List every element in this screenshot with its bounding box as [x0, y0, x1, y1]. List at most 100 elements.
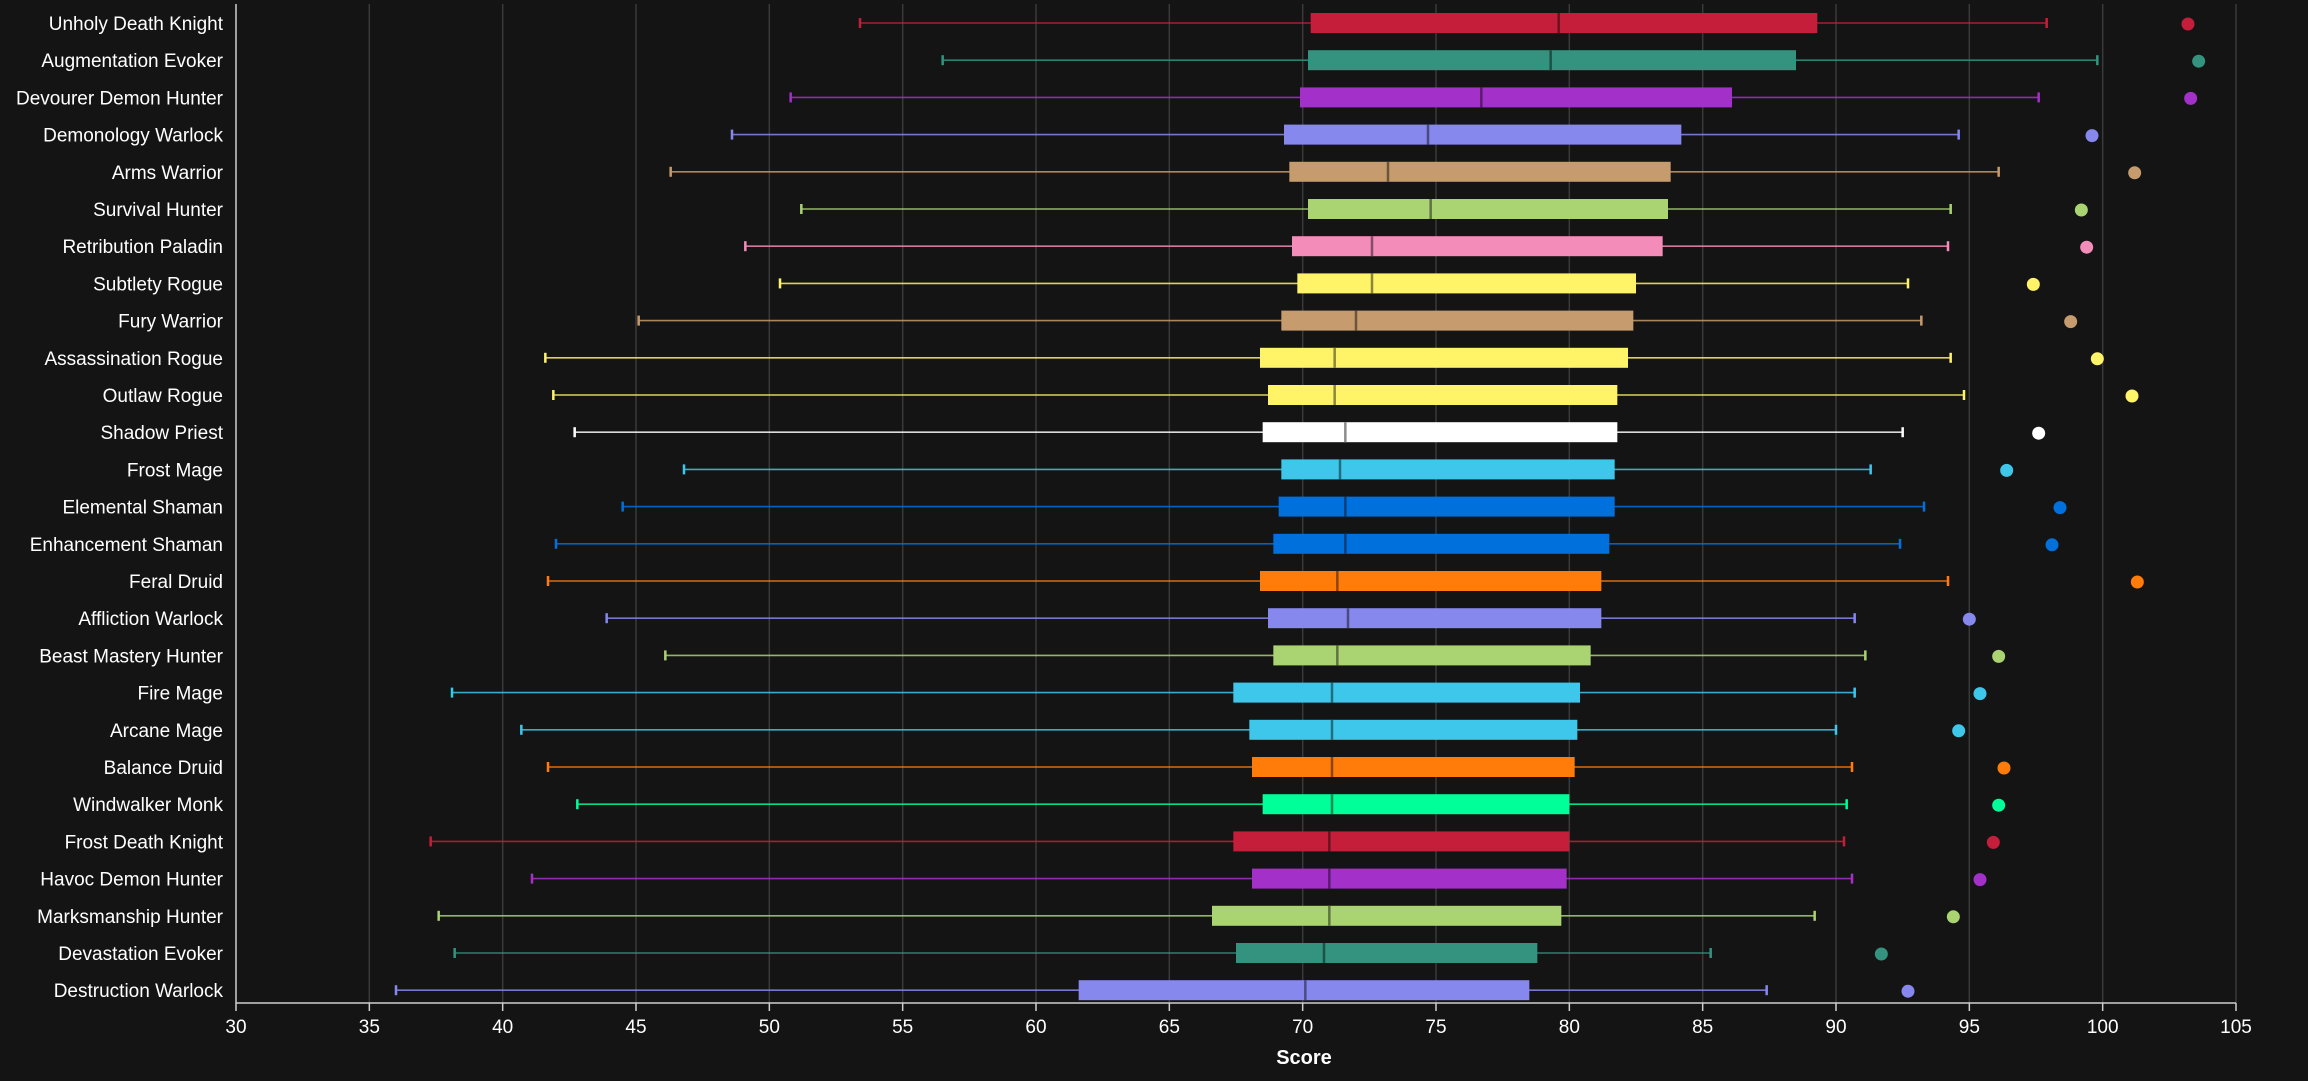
box — [1281, 310, 1634, 331]
box — [1308, 199, 1668, 219]
x-tick-label: 95 — [1959, 1017, 1980, 1038]
outlier-point — [2032, 426, 2046, 440]
box-row — [429, 831, 2000, 852]
outlier-point — [2085, 129, 2099, 143]
plot-area — [394, 13, 2206, 1001]
box-row — [637, 310, 2078, 331]
category-label: Demonology Warlock — [43, 126, 223, 147]
box-row — [546, 571, 2144, 591]
category-label: Outlaw Rogue — [103, 386, 223, 407]
box-row — [544, 347, 2104, 368]
category-label: Windwalker Monk — [73, 795, 223, 816]
outlier-point — [1973, 873, 1987, 887]
box — [1308, 50, 1796, 71]
box — [1260, 347, 1628, 368]
category-label: Arms Warrior — [112, 163, 224, 184]
box — [1262, 794, 1570, 815]
box-row — [941, 50, 2206, 71]
outlier-point — [1874, 947, 1888, 961]
category-label: Retribution Paladin — [62, 237, 223, 258]
category-label: Fury Warrior — [118, 312, 224, 333]
category-label: Survival Hunter — [93, 200, 224, 221]
box — [1292, 236, 1663, 257]
category-label: Beast Mastery Hunter — [39, 646, 223, 667]
x-tick-label: 100 — [2087, 1017, 2119, 1038]
grid — [368, 4, 2237, 1003]
box-row — [858, 13, 2195, 33]
x-axis: 30 35 40 45 50 55 60 65 70 75 80 85 90 95 100 105 — [225, 4, 2252, 1038]
box — [1284, 124, 1682, 145]
outlier-point — [2080, 240, 2094, 254]
x-tick-label: 80 — [1559, 1017, 1580, 1038]
category-label: Devastation Evoker — [58, 944, 223, 965]
outlier-point — [2074, 203, 2088, 217]
outlier-point — [1992, 798, 2006, 812]
outlier-point — [2000, 463, 2014, 477]
outlier-point — [2026, 277, 2040, 291]
outlier-point — [2045, 538, 2059, 552]
outlier-point — [1986, 835, 2000, 849]
box-row — [573, 422, 2046, 443]
box-row — [530, 868, 1987, 889]
box-row — [576, 794, 2006, 815]
box-row — [453, 943, 1888, 963]
outlier-point — [1952, 724, 1966, 738]
outlier-point — [2181, 17, 2195, 31]
box-row — [450, 682, 1987, 703]
outlier-point — [2053, 501, 2067, 515]
x-tick-label: 60 — [1025, 1017, 1046, 1038]
category-label: Balance Druid — [104, 758, 223, 779]
box — [1252, 868, 1567, 889]
box-row — [744, 236, 2094, 257]
outlier-point — [1962, 612, 1976, 626]
box — [1262, 422, 1618, 443]
box — [1078, 980, 1530, 1001]
box — [1249, 719, 1578, 740]
category-label: Devourer Demon Hunter — [16, 88, 224, 109]
category-label: Subtlety Rogue — [93, 274, 223, 295]
x-tick-label: 35 — [359, 1017, 380, 1038]
category-label: Frost Death Knight — [65, 832, 224, 853]
x-tick-label: 70 — [1292, 1017, 1313, 1038]
outlier-point — [2125, 389, 2139, 403]
box — [1252, 757, 1575, 777]
box-row — [621, 496, 2067, 517]
box-row — [730, 124, 2099, 145]
box-row — [682, 459, 2014, 480]
category-label: Unholy Death Knight — [49, 14, 224, 35]
box-row — [778, 273, 2040, 294]
x-tick-label: 105 — [2220, 1017, 2252, 1038]
box — [1297, 273, 1636, 294]
box — [1233, 682, 1580, 703]
x-tick-label: 50 — [759, 1017, 780, 1038]
outlier-point — [2128, 166, 2142, 180]
box-row — [605, 608, 1976, 629]
outlier-point — [1973, 687, 1987, 701]
category-label: Shadow Priest — [100, 423, 223, 444]
outlier-point — [2130, 575, 2144, 589]
box-row — [669, 161, 2142, 182]
box-row — [552, 385, 2139, 405]
x-tick-label: 85 — [1692, 1017, 1713, 1038]
outlier-point — [1901, 984, 1915, 998]
box-row — [789, 87, 2198, 108]
category-label: Arcane Mage — [110, 721, 223, 742]
category-label: Feral Druid — [129, 572, 223, 593]
box — [1281, 459, 1615, 480]
box-row — [520, 719, 1966, 740]
category-label: Enhancement Shaman — [30, 535, 223, 556]
x-tick-label: 55 — [892, 1017, 913, 1038]
box — [1278, 496, 1615, 517]
box — [1236, 943, 1538, 963]
box-row — [664, 645, 2006, 666]
x-tick-label: 40 — [492, 1017, 513, 1038]
category-label: Havoc Demon Hunter — [40, 870, 223, 891]
category-label: Assassination Rogue — [45, 349, 224, 370]
outlier-point — [2090, 352, 2104, 366]
outlier-point — [1946, 910, 1960, 924]
category-labels: Unholy Death Knight Augmentation Evoker De… — [16, 14, 224, 1002]
box — [1300, 87, 1732, 108]
box — [1268, 608, 1602, 629]
